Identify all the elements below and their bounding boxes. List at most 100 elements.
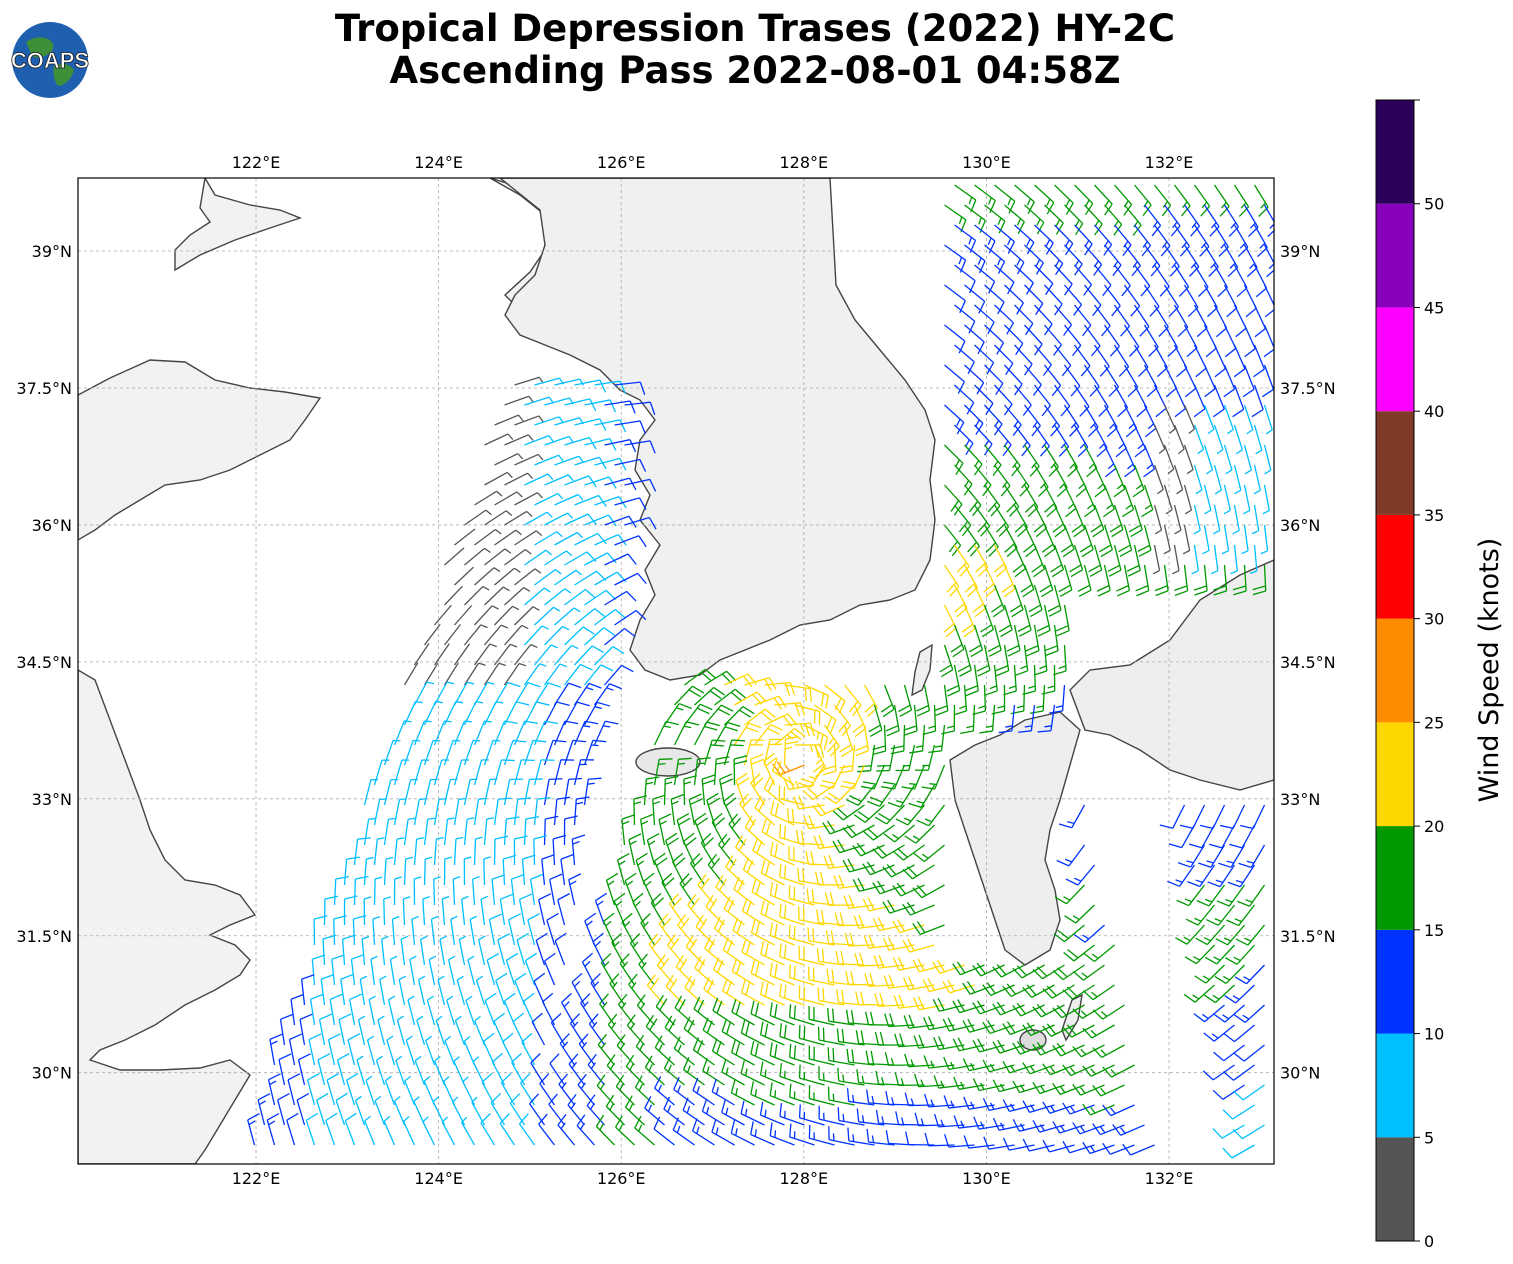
wind-barb — [1263, 444, 1272, 475]
wind-barb — [974, 344, 995, 375]
wind-barb — [1213, 564, 1228, 596]
wind-barb — [648, 933, 666, 966]
wind-barb — [504, 586, 531, 606]
wind-barb — [1062, 1102, 1095, 1115]
wind-barb — [499, 1113, 516, 1146]
wind-barb — [643, 776, 660, 806]
wind-barb — [943, 1134, 975, 1148]
wind-barb — [1230, 544, 1238, 575]
wind-barb — [1193, 1004, 1225, 1023]
wind-barb — [1203, 324, 1217, 358]
wind-barb — [852, 842, 885, 857]
wind-barb — [1234, 964, 1265, 985]
wind-barb — [1014, 384, 1032, 416]
wind-barb — [521, 854, 536, 886]
wind-barb — [731, 1039, 755, 1066]
wind-barb — [992, 1117, 1025, 1131]
wind-barb — [524, 587, 551, 606]
wind-barb — [484, 548, 512, 566]
wind-barb — [277, 1093, 290, 1126]
wind-barb — [1233, 1004, 1265, 1023]
wind-barb — [1014, 224, 1035, 255]
wind-barb — [913, 1034, 945, 1049]
wind-barb — [944, 444, 964, 475]
wind-barb — [717, 833, 736, 866]
wind-barb — [687, 894, 705, 926]
wind-barb — [798, 945, 825, 966]
wind-barb — [984, 204, 1006, 234]
wind-barb — [1082, 1141, 1115, 1155]
land-korea — [498, 178, 936, 681]
wind-barb — [1132, 464, 1145, 498]
wind-barb — [543, 815, 559, 846]
wind-barb — [609, 973, 626, 1006]
wind-barb — [689, 853, 706, 886]
wind-barb — [1001, 564, 1016, 598]
wind-barb — [808, 1005, 835, 1026]
wind-barb — [355, 1095, 366, 1126]
wind-barb — [563, 815, 578, 846]
wind-barb — [682, 1057, 705, 1086]
wind-barb — [395, 1055, 406, 1086]
colorbar: 0 5 10 15 20 25 30 35 40 45 50 Wind Speed (knots) — [1375, 99, 1505, 1251]
wind-barb — [824, 784, 855, 805]
wind-barb — [373, 876, 383, 906]
wind-barb — [474, 605, 499, 626]
wind-barb — [788, 885, 815, 906]
wind-barb — [513, 797, 532, 826]
wind-barb — [450, 915, 458, 946]
wind-barb — [1172, 544, 1180, 575]
wind-barb — [862, 824, 895, 841]
colorbar-tick-label: 35 — [1424, 506, 1444, 525]
wind-barb — [595, 1114, 615, 1146]
wind-barb — [1126, 544, 1141, 577]
wind-barb — [1003, 444, 1021, 477]
wind-barb — [885, 704, 900, 737]
wind-barb — [1221, 524, 1230, 555]
wind-barb — [1185, 904, 1216, 926]
wind-barb — [807, 966, 835, 986]
land-honshu — [1069, 559, 1274, 791]
wind-barb — [266, 1112, 280, 1146]
wind-barb — [846, 1048, 875, 1066]
wind-barb — [874, 804, 905, 825]
lon-tick-label-top: 132°E — [1145, 153, 1194, 172]
wind-barb — [953, 1115, 985, 1129]
wind-barb — [454, 566, 474, 586]
wind-barb — [1193, 504, 1201, 535]
wind-barb — [1074, 264, 1093, 296]
wind-barb — [750, 960, 775, 986]
wind-barb — [534, 568, 562, 586]
wind-barb — [1122, 1143, 1155, 1156]
wind-barb — [972, 1038, 1005, 1053]
wind-barb — [1010, 684, 1026, 715]
lat-tick-label-right: 34.5°N — [1280, 653, 1336, 672]
wind-barb — [994, 224, 1015, 254]
wind-barb — [1013, 464, 1030, 497]
wind-barb — [654, 1076, 675, 1106]
wind-barb — [664, 1015, 685, 1046]
wind-barb — [1092, 1044, 1125, 1059]
wind-barb — [403, 778, 418, 806]
wind-barb — [325, 1112, 338, 1146]
wind-barb — [1065, 864, 1096, 886]
wind-barb — [808, 1124, 835, 1146]
wind-barb — [953, 504, 972, 537]
wind-barb — [523, 816, 540, 846]
wind-barb — [1022, 1138, 1055, 1152]
wind-barb — [779, 903, 805, 926]
wind-barb — [1194, 964, 1225, 984]
wind-barb — [381, 935, 389, 966]
wind-barb — [469, 915, 478, 946]
wind-barb — [1216, 884, 1246, 907]
wind-barb — [366, 1035, 376, 1066]
wind-barb — [1043, 404, 1061, 437]
wind-barb — [524, 952, 538, 986]
wind-barb — [505, 952, 519, 986]
wind-barb — [563, 739, 587, 766]
wind-barb — [672, 1117, 695, 1146]
wind-barb — [957, 644, 972, 677]
wind-barb — [962, 1058, 995, 1072]
wind-barb — [760, 941, 785, 966]
wind-barb — [691, 1118, 715, 1146]
